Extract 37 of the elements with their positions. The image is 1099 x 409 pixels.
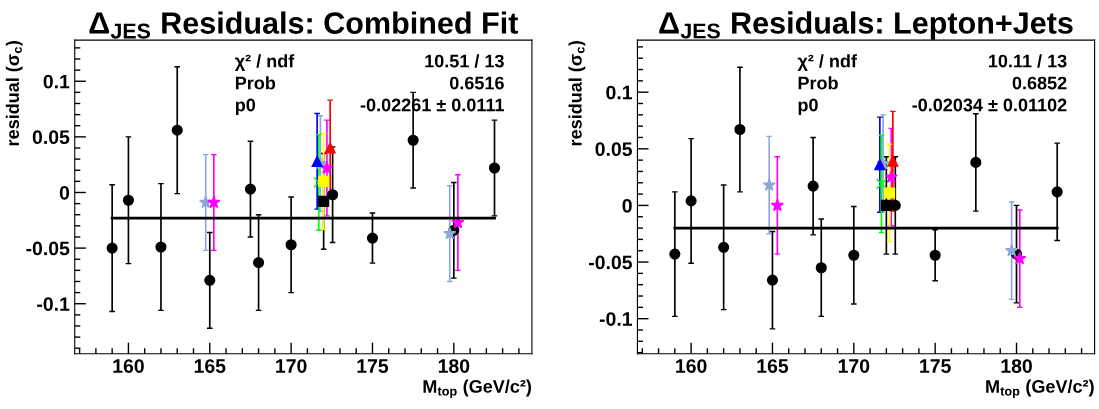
y-tick-label: -0.05 (589, 255, 633, 270)
x-tick-label: 160 (676, 359, 707, 373)
annotation: -0.02034 ± 0.01102 (912, 98, 1067, 112)
annotation: p0 (235, 98, 256, 115)
annotation: χ² / ndf (234, 54, 295, 72)
y-tick-label: 0.05 (32, 130, 70, 145)
annotation: 10.11 / 13 (989, 54, 1067, 68)
x-tick-label: 175 (357, 359, 389, 373)
x-axis-title: M$_{top}$ (GeV/c²) (986, 379, 1094, 399)
x-tick-label: 170 (838, 359, 870, 373)
x-tick-label: 180 (438, 359, 470, 373)
x-tick-label: 160 (113, 359, 144, 373)
chart-title: Δ$_{JES}$ Residuals: Lepton+Jets (659, 11, 1073, 40)
chart-title: Δ$_{JES}$ Residuals: Combined Fit (89, 11, 519, 39)
y-tick-label: -0.1 (599, 312, 633, 326)
annotation: 0.6516 (449, 76, 504, 90)
annotation: 10.51 / 13 (425, 54, 504, 68)
x-tick-label: 170 (276, 359, 307, 373)
x-tick-label: 165 (757, 359, 789, 373)
y-axis-title: residual (σ$_{c}$) (5, 41, 23, 146)
annotation: p0 (798, 98, 818, 115)
y-tick-label: 0.05 (595, 142, 633, 157)
x-tick-label: 175 (920, 359, 951, 373)
annotation: Prob (235, 76, 276, 90)
x-axis-title: M$_{top}$ (GeV/c²) (423, 379, 531, 399)
y-tick-label: 0.1 (606, 85, 633, 100)
y-tick-label: 0.1 (43, 74, 70, 89)
x-tick-label: 180 (1001, 359, 1032, 373)
annotation: 0.6852 (1012, 76, 1067, 90)
y-axis-title: residual (σ$_{c}$) (568, 41, 586, 146)
y-tick-label: -0.1 (37, 297, 70, 311)
annotation: Prob (798, 76, 838, 90)
y-tick-label: 0 (59, 185, 70, 200)
y-tick-label: 0 (622, 198, 632, 213)
x-tick-label: 165 (194, 359, 226, 373)
annotation: χ² / ndf (797, 54, 857, 72)
y-tick-label: -0.05 (26, 241, 70, 256)
